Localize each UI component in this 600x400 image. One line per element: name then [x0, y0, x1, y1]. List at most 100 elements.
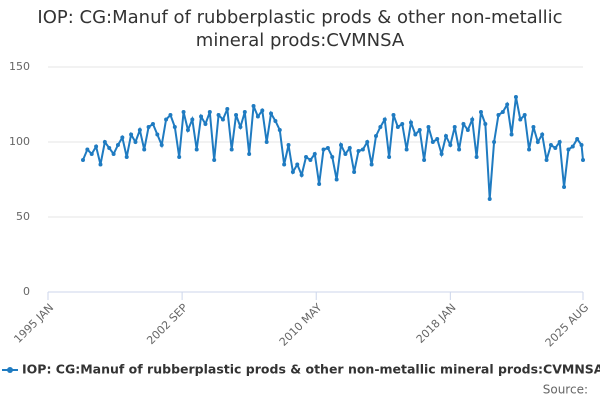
- point: [168, 113, 173, 117]
- point: [422, 158, 427, 162]
- point: [120, 135, 125, 140]
- y-tick-label: 50: [16, 210, 30, 223]
- point: [251, 104, 256, 108]
- x-tick-label: 2010 MAY: [277, 301, 325, 349]
- point: [102, 140, 107, 144]
- point: [146, 125, 151, 129]
- point: [562, 185, 567, 189]
- point: [426, 125, 431, 129]
- point: [260, 108, 265, 113]
- point: [255, 114, 260, 119]
- point: [150, 122, 155, 126]
- point: [448, 143, 453, 147]
- legend-label: IOP: CG:Manuf of rubberplastic prods & o…: [22, 362, 600, 377]
- point: [492, 140, 497, 144]
- point: [373, 134, 378, 138]
- point: [129, 132, 134, 137]
- point: [111, 152, 116, 156]
- point: [203, 122, 208, 126]
- point: [461, 122, 466, 126]
- point: [483, 122, 488, 126]
- point: [181, 110, 186, 114]
- source: Source:: [543, 383, 588, 397]
- point: [378, 125, 383, 129]
- point: [242, 110, 247, 114]
- point: [391, 113, 396, 117]
- point: [356, 149, 361, 153]
- point: [286, 143, 291, 147]
- point: [194, 147, 199, 152]
- y-tick-label: 150: [9, 60, 30, 73]
- point: [264, 140, 269, 144]
- point: [417, 128, 422, 132]
- point: [339, 143, 344, 147]
- point: [225, 107, 230, 111]
- point: [548, 143, 553, 147]
- point: [360, 147, 365, 152]
- point: [85, 147, 90, 152]
- point: [487, 197, 492, 201]
- point: [443, 134, 448, 138]
- point: [413, 132, 418, 137]
- point: [369, 162, 374, 167]
- point: [107, 146, 112, 150]
- point: [177, 155, 182, 159]
- point: [159, 143, 164, 147]
- point: [199, 114, 204, 119]
- point: [334, 177, 339, 182]
- point: [452, 125, 457, 129]
- point: [98, 162, 103, 167]
- point: [570, 144, 575, 149]
- point: [500, 110, 505, 114]
- point: [312, 152, 317, 156]
- point: [330, 155, 335, 159]
- point: [430, 140, 435, 144]
- point: [400, 122, 405, 126]
- x-tick-label: 2025 AUG: [543, 301, 592, 350]
- point: [185, 128, 190, 132]
- point: [435, 137, 440, 141]
- point: [387, 155, 392, 159]
- chart-title: IOP: CG:Manuf of rubberplastic prods & o…: [37, 7, 563, 51]
- point: [216, 113, 221, 117]
- point: [317, 182, 322, 186]
- point: [470, 117, 475, 122]
- point: [212, 158, 217, 162]
- point: [382, 117, 387, 122]
- point: [575, 137, 580, 141]
- point: [408, 120, 413, 125]
- point: [207, 110, 212, 114]
- x-tick-label: 2002 SEP: [144, 301, 190, 347]
- point: [137, 128, 142, 132]
- point: [505, 102, 510, 107]
- point: [325, 146, 330, 150]
- point: [540, 132, 545, 137]
- point: [295, 162, 300, 167]
- point: [535, 140, 540, 144]
- point: [465, 128, 470, 132]
- x-tick-label: 1995 JAN: [11, 301, 56, 346]
- point: [531, 125, 536, 129]
- point: [347, 146, 352, 150]
- point: [365, 140, 370, 144]
- point: [522, 113, 527, 117]
- legend-marker: [7, 367, 13, 373]
- point: [277, 128, 282, 132]
- point: [115, 143, 120, 147]
- point: [299, 173, 304, 177]
- point: [395, 125, 400, 129]
- point: [94, 144, 99, 149]
- point: [439, 152, 444, 156]
- point: [89, 152, 94, 156]
- point: [282, 162, 287, 167]
- point: [513, 95, 518, 99]
- point: [124, 155, 129, 159]
- point: [164, 117, 169, 122]
- series-line: [82, 96, 584, 200]
- point: [80, 158, 85, 162]
- point: [290, 170, 295, 174]
- point: [220, 117, 225, 122]
- point: [404, 147, 409, 152]
